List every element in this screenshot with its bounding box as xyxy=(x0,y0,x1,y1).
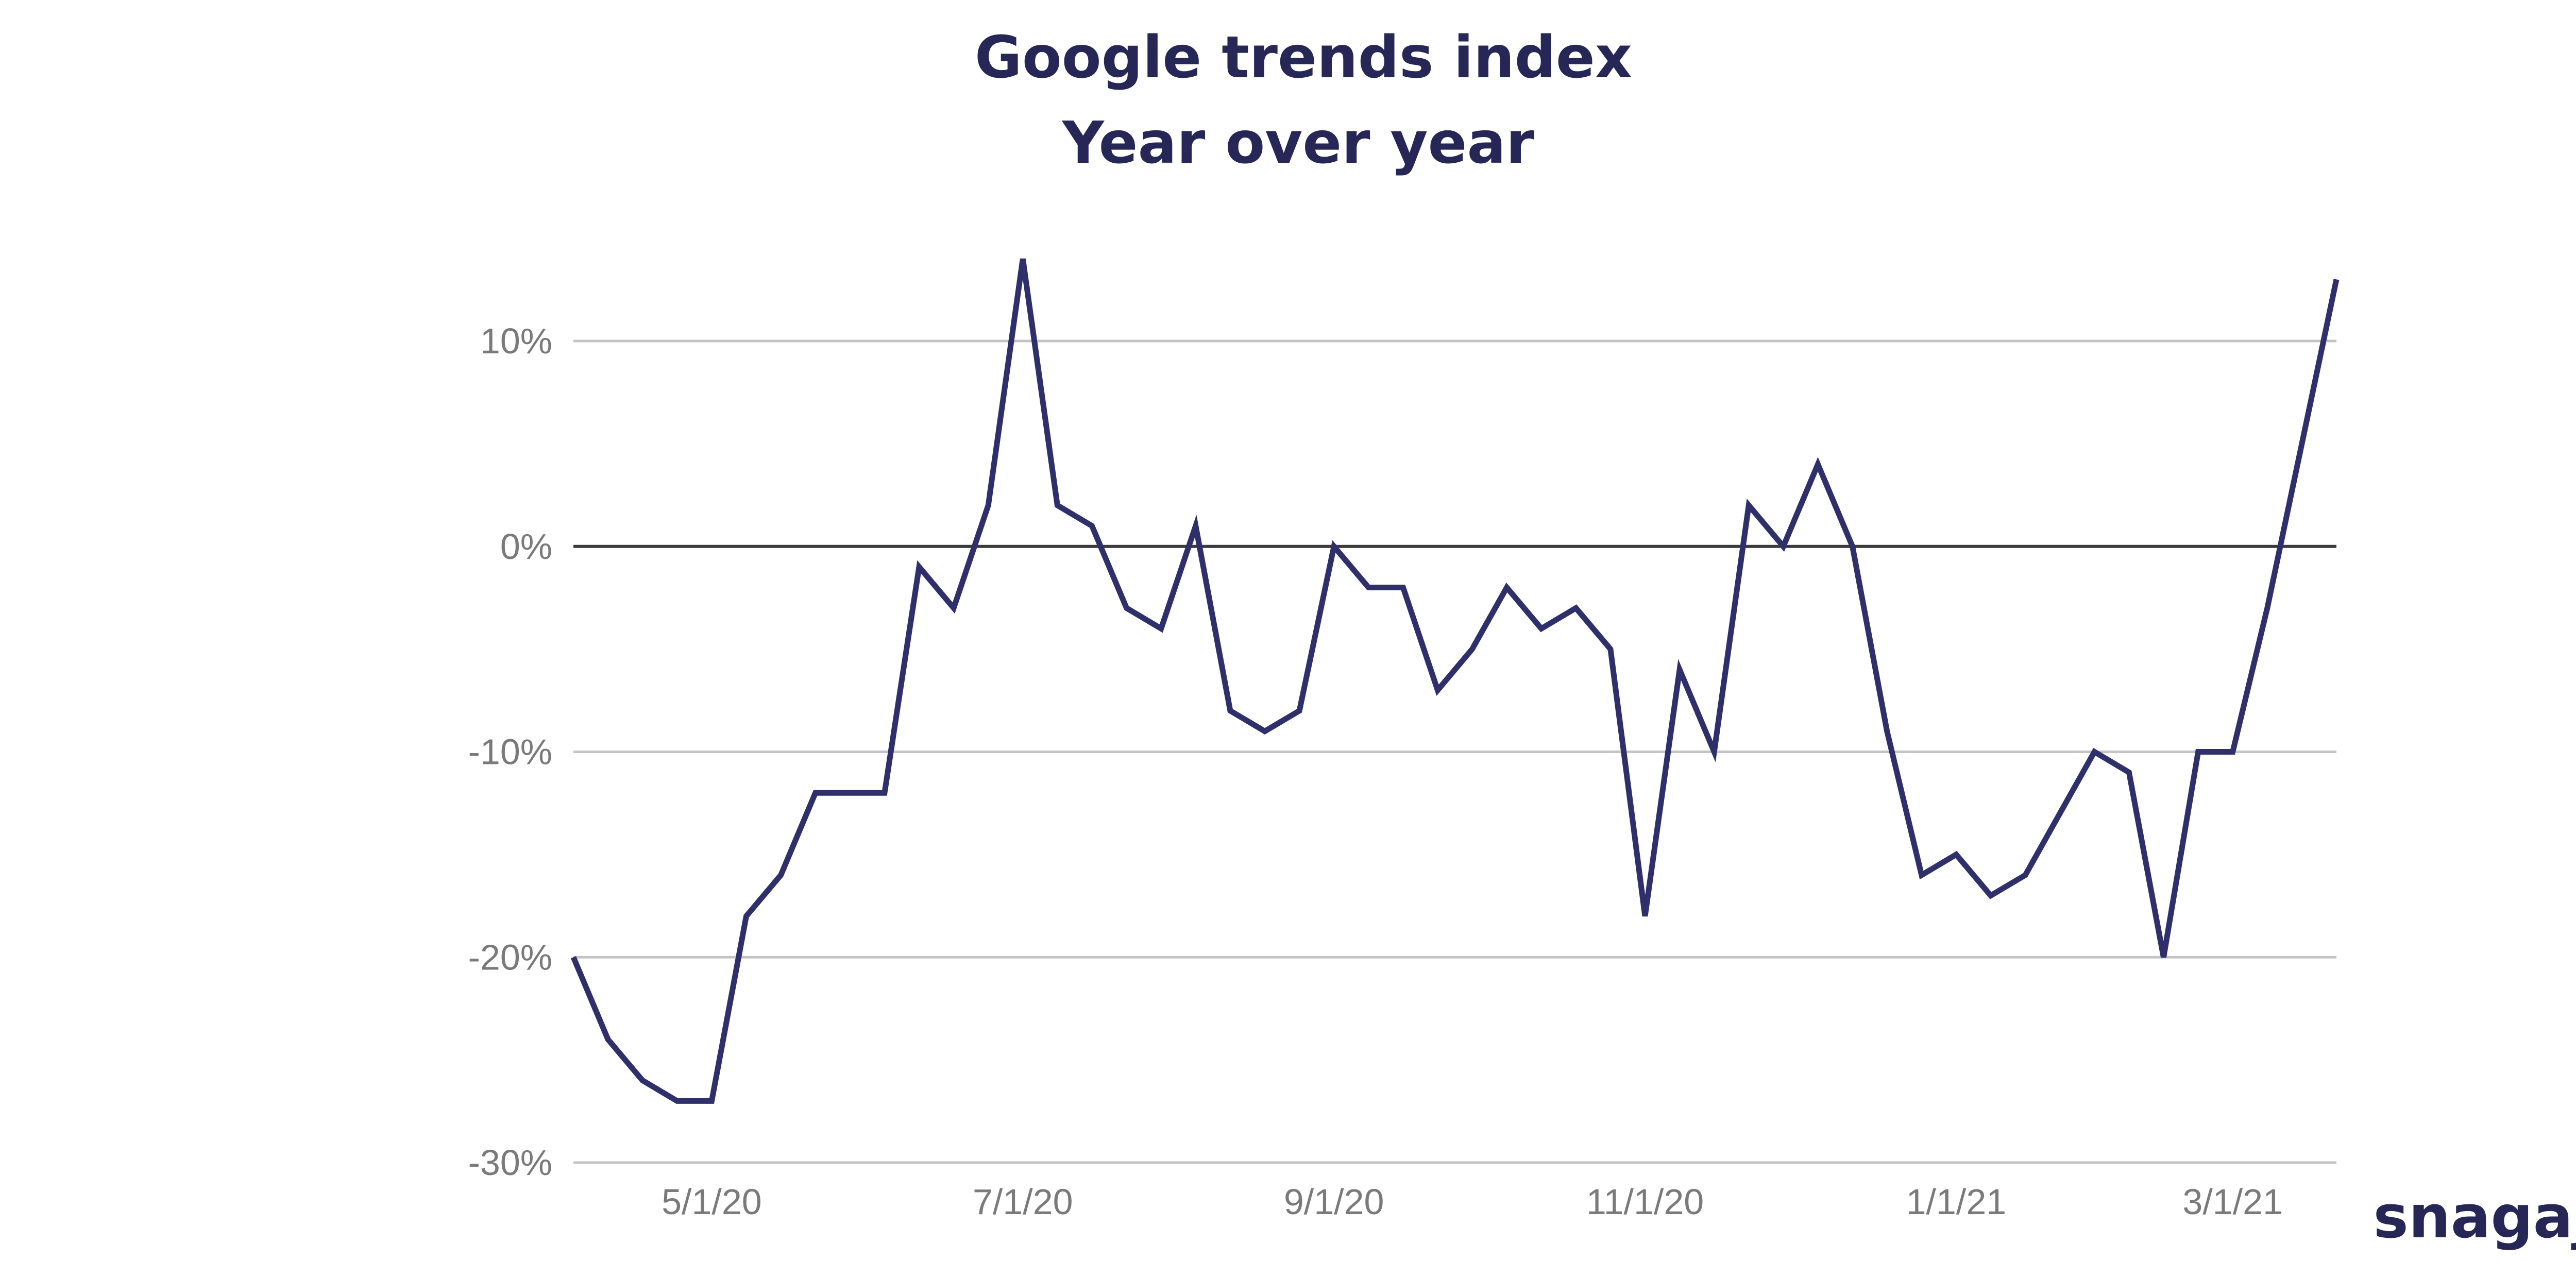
y-tick-label: -30% xyxy=(468,1143,552,1183)
x-axis-tick-labels: 5/1/20 7/1/20 9/1/20 11/1/20 1/1/21 3/1/21 xyxy=(662,1182,2283,1222)
snagajob-logo: snagajob xyxy=(2373,1183,2576,1252)
x-tick-label: 9/1/20 xyxy=(1284,1182,1384,1222)
y-tick-label: 10% xyxy=(480,321,552,361)
chart-subtitle: Year over year xyxy=(1061,110,1535,177)
x-tick-label: 11/1/20 xyxy=(1586,1182,1704,1222)
x-tick-label: 1/1/21 xyxy=(1906,1182,2007,1222)
y-tick-label: -10% xyxy=(468,732,552,772)
series-line xyxy=(570,258,2340,1104)
y-tick-label: -20% xyxy=(468,937,552,977)
x-tick-label: 7/1/20 xyxy=(973,1182,1073,1222)
y-tick-label: 0% xyxy=(500,526,552,567)
x-tick-label: 5/1/20 xyxy=(662,1182,762,1222)
gridlines xyxy=(573,339,2336,1164)
x-tick-label: 3/1/21 xyxy=(2182,1182,2283,1222)
chart-title: Google trends index xyxy=(975,24,1632,91)
y-axis-tick-labels: 10% 0% -10% -20% -30% xyxy=(468,321,552,1183)
